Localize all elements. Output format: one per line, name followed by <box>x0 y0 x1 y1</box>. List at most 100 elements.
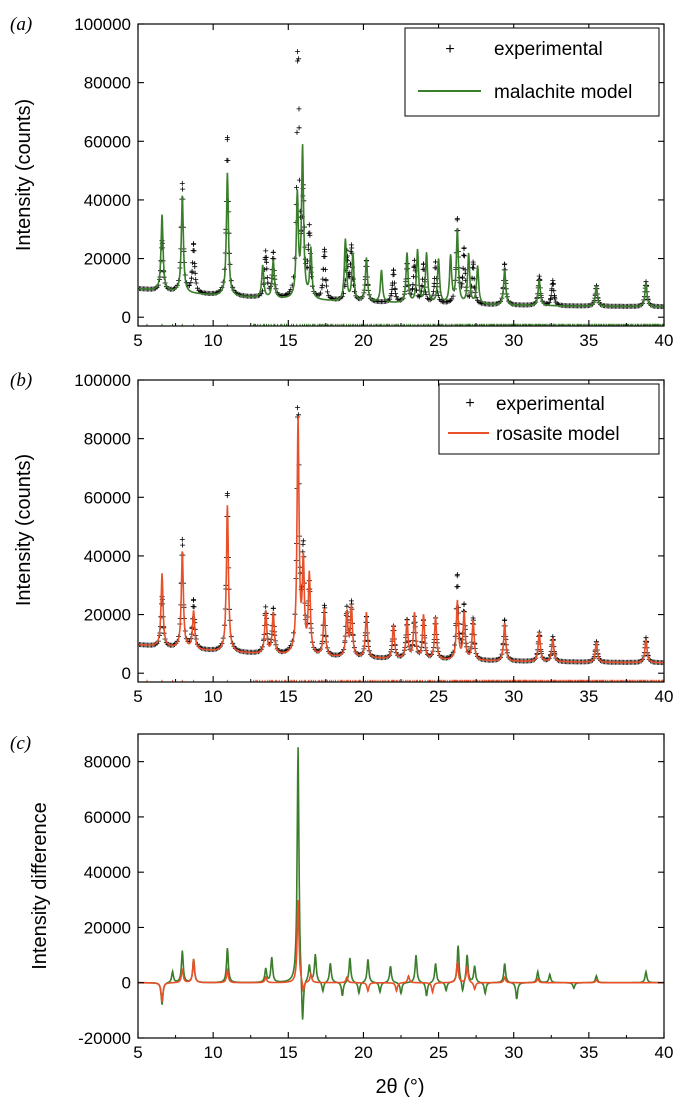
data-point <box>320 276 326 282</box>
x-tick-label: 10 <box>204 1043 223 1062</box>
y-tick-label: 0 <box>122 974 131 993</box>
data-point <box>191 597 197 603</box>
data-point <box>189 268 195 274</box>
data-point <box>318 290 324 296</box>
data-point <box>324 289 330 295</box>
y-tick-label: 40000 <box>84 547 131 566</box>
x-tick-label: 15 <box>279 331 298 350</box>
y-tick-label: 20000 <box>84 606 131 625</box>
y-tick-label: 40000 <box>84 191 131 210</box>
x-tick-label: 25 <box>429 1043 448 1062</box>
y-tick-label: 20000 <box>84 250 131 269</box>
data-point <box>193 277 199 282</box>
x-tick-label: 30 <box>504 687 523 706</box>
data-point <box>435 293 441 299</box>
data-point <box>188 280 194 286</box>
data-point <box>179 180 185 186</box>
legend-entry-rosasite-model: rosasite model <box>496 424 620 445</box>
data-point <box>419 283 425 289</box>
data-point <box>186 283 192 289</box>
x-tick-label: 10 <box>204 331 223 350</box>
data-point <box>449 296 455 302</box>
data-point <box>410 282 416 288</box>
data-point <box>454 572 460 577</box>
y-tick-label: 80000 <box>84 753 131 772</box>
data-point <box>192 270 198 276</box>
x-tick-label: 35 <box>579 331 598 350</box>
data-point <box>392 286 398 292</box>
x-tick-label: 40 <box>655 687 674 706</box>
panel-label: (c) <box>10 733 31 754</box>
y-axis-label: Intensity (counts) <box>13 454 35 606</box>
x-tick-label: 20 <box>354 1043 373 1062</box>
data-point <box>323 278 329 284</box>
data-point <box>263 248 269 254</box>
x-tick-label: 30 <box>504 1043 523 1062</box>
data-point <box>392 280 397 286</box>
data-point <box>191 604 197 610</box>
data-point <box>296 18 301 23</box>
data-point <box>296 125 302 131</box>
x-tick-label: 10 <box>204 687 223 706</box>
data-point <box>502 261 508 267</box>
data-point <box>391 272 397 278</box>
data-point <box>224 135 230 140</box>
data-point <box>270 249 276 255</box>
x-tick-label: 25 <box>429 331 448 350</box>
data-point <box>307 232 313 238</box>
data-point <box>295 58 300 64</box>
plot-area <box>138 747 664 1020</box>
x-tick-label: 35 <box>579 1043 598 1062</box>
data-point <box>454 584 460 590</box>
panel-b: (b) 5 10 15 20 25 30 35 40 0 20000 40000 60000 80000… <box>10 370 673 706</box>
data-point <box>193 280 199 286</box>
data-point <box>502 617 508 623</box>
data-point <box>459 281 465 287</box>
x-tick-label: 15 <box>279 687 298 706</box>
panel-a: (a) 5 10 15 20 25 30 35 40 0 20000 40000 60000 80000… <box>10 14 673 350</box>
data-point <box>415 293 421 299</box>
data-point <box>430 292 436 298</box>
data-point <box>294 129 300 135</box>
data-point <box>295 405 301 411</box>
series-line-rosasite <box>138 900 664 1003</box>
data-point <box>461 252 467 258</box>
data-point <box>264 275 270 281</box>
data-point <box>462 253 468 259</box>
y-tick-label: 0 <box>122 664 131 683</box>
data-point <box>455 583 461 589</box>
series-line-malachite <box>138 747 664 1020</box>
data-point <box>319 282 325 288</box>
x-tick-label: 30 <box>504 331 523 350</box>
y-tick-label: 20000 <box>84 918 131 937</box>
data-point <box>294 185 299 190</box>
data-point <box>551 288 557 294</box>
y-tick-label: 100000 <box>74 371 131 390</box>
axes: 5 10 15 20 25 30 35 40 0 20000 40000 60000 80000 1000… <box>74 371 673 706</box>
data-point <box>460 274 466 280</box>
plot-area <box>138 18 664 326</box>
legend-marker-experimental: + <box>445 41 454 58</box>
data-point <box>264 259 269 265</box>
legend: + experimental rosasite model <box>438 383 660 455</box>
data-point <box>306 222 312 228</box>
data-point <box>388 293 394 299</box>
legend-box <box>404 27 660 117</box>
data-point <box>431 289 436 295</box>
data-point <box>322 249 328 255</box>
legend-box <box>438 383 660 455</box>
x-tick-label: 5 <box>133 687 142 706</box>
x-tick-label: 5 <box>133 1043 142 1062</box>
data-point <box>349 245 355 251</box>
x-tick-label: 5 <box>133 331 142 350</box>
data-point <box>461 601 467 607</box>
y-tick-label: 80000 <box>84 74 131 93</box>
data-point <box>191 241 197 247</box>
data-point <box>433 259 439 265</box>
x-tick-label: 35 <box>579 687 598 706</box>
panel-label: (b) <box>10 370 32 391</box>
panel-c: (c) 5 10 15 20 25 30 35 40 -20000 0 20000 40000 6000… <box>10 733 673 1062</box>
data-point <box>296 374 301 379</box>
data-point <box>189 275 194 281</box>
